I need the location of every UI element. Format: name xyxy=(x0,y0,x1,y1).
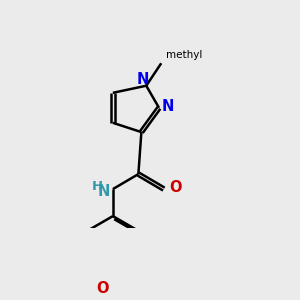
Text: O: O xyxy=(169,180,182,195)
Text: methyl: methyl xyxy=(166,50,202,60)
Text: O: O xyxy=(96,280,108,296)
Text: N: N xyxy=(98,184,110,199)
Text: N: N xyxy=(136,72,149,87)
Text: H: H xyxy=(92,180,103,193)
Text: N: N xyxy=(161,99,174,114)
